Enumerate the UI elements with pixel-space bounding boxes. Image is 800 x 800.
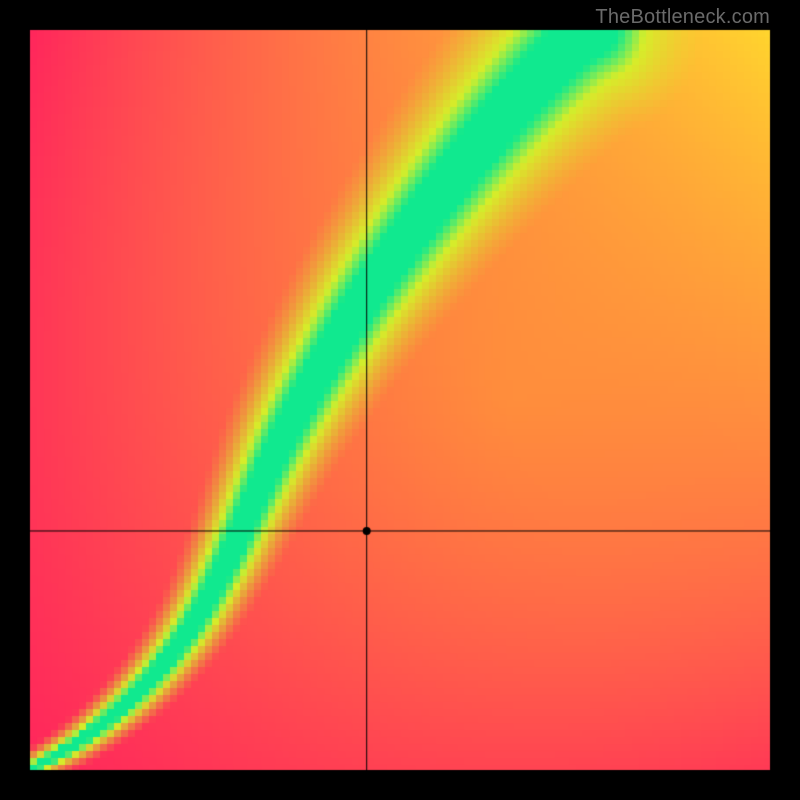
watermark-text: TheBottleneck.com bbox=[595, 6, 770, 29]
chart-container: TheBottleneck.com bbox=[0, 0, 800, 800]
heatmap-canvas bbox=[0, 0, 800, 800]
